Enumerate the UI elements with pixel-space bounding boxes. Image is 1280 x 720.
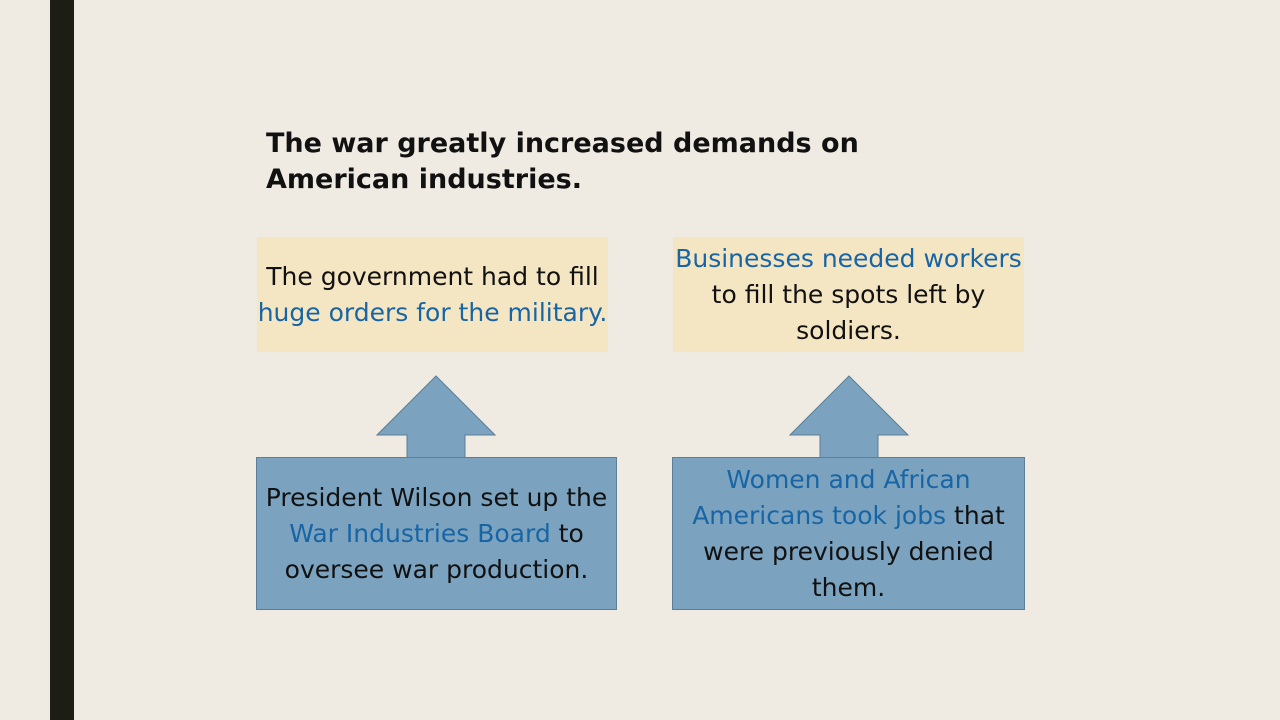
highlighted-phrase: Women and African Americans took jobs xyxy=(692,464,971,530)
businesses-workers-box: Businesses needed workers to fill the sp… xyxy=(673,237,1024,352)
text-segment: to oversee war production. xyxy=(284,518,589,584)
slide-accent-bar xyxy=(50,0,74,720)
highlighted-phrase: huge orders for the military. xyxy=(257,297,608,327)
war-industries-board-text: President Wilson set up the War Industri… xyxy=(257,480,616,588)
text-segment: The government had to fill xyxy=(266,261,599,291)
government-orders-box: The government had to fill huge orders f… xyxy=(257,237,608,352)
slide-title: The war greatly increased demands on Ame… xyxy=(266,128,859,195)
war-industries-board-box: President Wilson set up the War Industri… xyxy=(256,457,617,610)
highlighted-phrase: War Industries Board xyxy=(289,518,551,548)
highlighted-phrase: Businesses needed workers xyxy=(675,243,1022,273)
up-arrow-icon xyxy=(376,375,496,459)
up-arrow-icon xyxy=(789,375,909,459)
text-segment: President Wilson set up the xyxy=(265,482,608,512)
businesses-workers-text: Businesses needed workers to fill the sp… xyxy=(673,241,1024,349)
women-african-americans-box: Women and African Americans took jobs th… xyxy=(672,457,1025,610)
text-segment: that were previously denied them. xyxy=(703,500,1005,602)
government-orders-text: The government had to fill huge orders f… xyxy=(257,259,608,331)
women-african-americans-text: Women and African Americans took jobs th… xyxy=(673,462,1024,606)
text-segment: to fill the spots left by soldiers. xyxy=(711,279,986,345)
